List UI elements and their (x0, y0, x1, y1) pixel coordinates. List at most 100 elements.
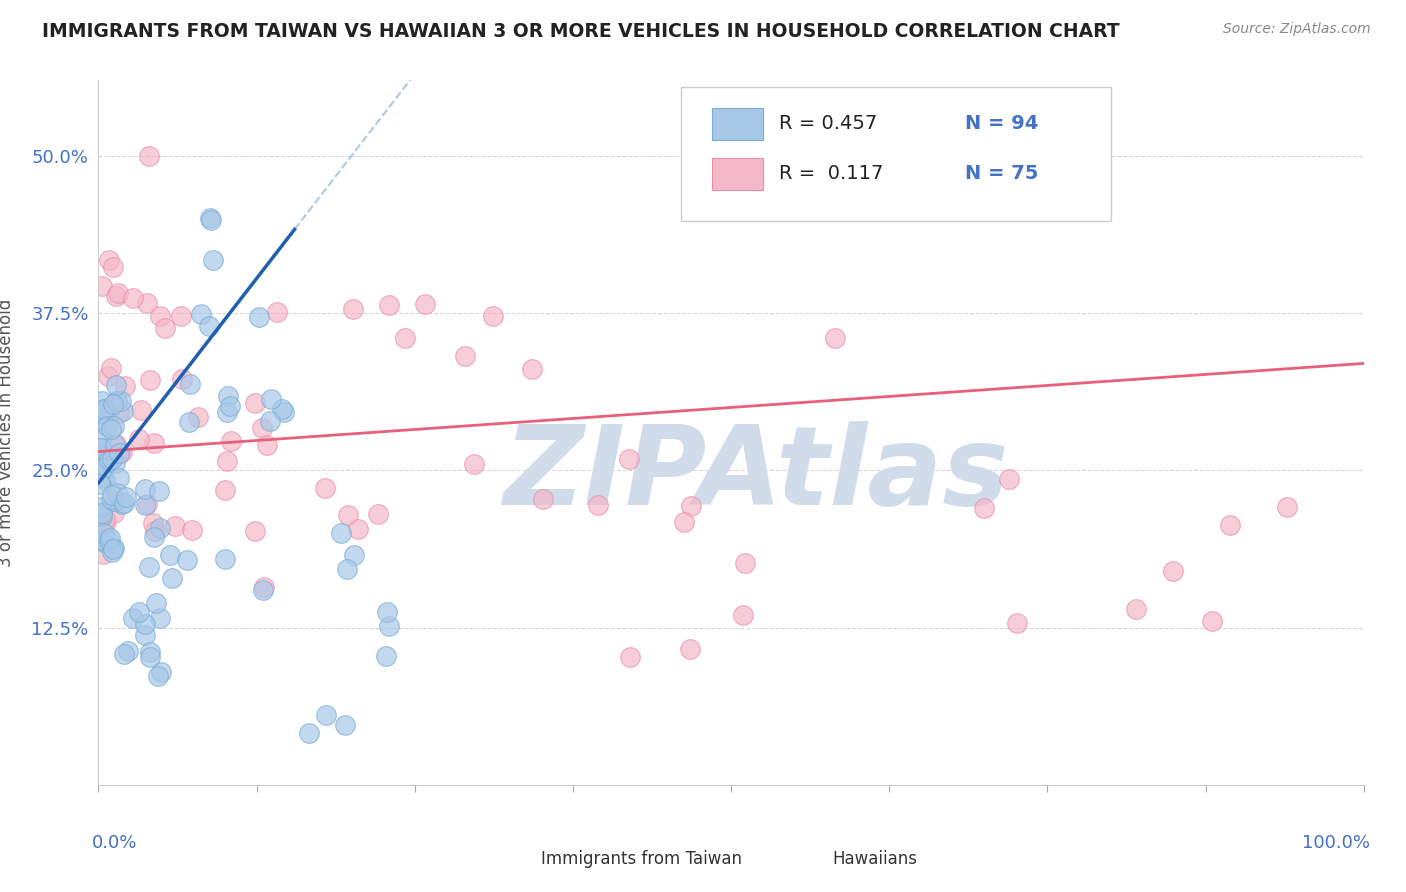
Point (91, 431, 114, 445)
Text: 100.0%: 100.0% (1302, 834, 1369, 852)
Point (481, 309, 503, 323)
Point (266, 305, 288, 319)
Bar (782, 850, 823, 870)
Point (149, 521, 172, 535)
Point (394, 331, 416, 345)
Point (101, 545, 124, 559)
Point (121, 611, 143, 625)
Point (176, 552, 198, 566)
Point (103, 397, 125, 411)
Point (187, 410, 209, 425)
Point (218, 399, 240, 413)
Point (367, 507, 389, 521)
Point (343, 548, 366, 562)
Point (103, 493, 125, 508)
Point (114, 379, 136, 393)
Point (298, 726, 321, 740)
Point (89, 408, 111, 422)
Point (104, 377, 127, 392)
Point (734, 556, 756, 570)
Point (93, 525, 115, 540)
Point (375, 605, 398, 619)
Point (346, 523, 368, 537)
Point (378, 619, 401, 633)
Point (1275, 500, 1298, 515)
Point (104, 437, 127, 451)
Point (1201, 615, 1223, 629)
FancyBboxPatch shape (681, 87, 1111, 221)
Y-axis label: 3 or more Vehicles in Household: 3 or more Vehicles in Household (0, 299, 14, 566)
Point (149, 309, 172, 323)
Point (91, 405, 114, 419)
Point (217, 405, 239, 419)
Text: N = 94: N = 94 (965, 114, 1039, 134)
Point (139, 645, 162, 659)
Bar (711, 158, 762, 189)
Point (90, 441, 112, 455)
Point (197, 319, 219, 334)
Point (329, 526, 352, 541)
Point (179, 376, 201, 391)
Point (90, 441, 112, 455)
Point (1007, 615, 1029, 630)
Point (91, 508, 114, 523)
Point (103, 541, 125, 556)
Point (155, 321, 177, 335)
Point (143, 524, 166, 538)
Point (108, 446, 131, 460)
Point (1125, 601, 1147, 615)
Text: R =  0.117: R = 0.117 (779, 164, 883, 183)
Point (105, 289, 128, 303)
Point (315, 481, 337, 495)
Point (260, 392, 283, 406)
Point (100, 492, 122, 507)
Point (111, 404, 134, 418)
Point (139, 374, 162, 388)
Text: Source: ZipAtlas.com: Source: ZipAtlas.com (1223, 22, 1371, 37)
Point (190, 307, 212, 321)
Point (134, 628, 156, 642)
Text: R = 0.457: R = 0.457 (779, 114, 877, 134)
Point (214, 483, 236, 497)
Point (256, 438, 278, 452)
Point (103, 507, 125, 521)
Point (103, 418, 125, 433)
Point (136, 295, 159, 310)
Point (586, 499, 609, 513)
Point (159, 548, 181, 562)
Point (97, 407, 120, 421)
Point (214, 552, 236, 566)
Point (679, 642, 702, 657)
Point (93, 535, 115, 549)
Point (215, 454, 238, 468)
Point (141, 516, 163, 531)
Point (110, 393, 132, 408)
Point (89, 446, 111, 460)
Point (142, 530, 165, 544)
Point (219, 434, 242, 448)
Point (138, 149, 160, 163)
Point (93, 402, 115, 417)
Text: Hawaiians: Hawaiians (832, 850, 917, 868)
Point (111, 497, 134, 511)
Point (90, 406, 112, 420)
Point (105, 394, 128, 409)
Point (93, 547, 115, 561)
Point (89, 449, 111, 463)
Point (679, 499, 702, 513)
Point (454, 350, 477, 364)
Point (335, 562, 357, 576)
Point (617, 452, 640, 467)
Point (105, 486, 128, 500)
Text: N = 75: N = 75 (965, 164, 1039, 183)
Point (252, 583, 274, 598)
Bar (491, 850, 531, 870)
Point (98, 533, 121, 548)
Point (115, 490, 138, 504)
Point (103, 542, 125, 557)
Point (413, 297, 436, 311)
Point (107, 285, 129, 300)
Point (104, 456, 127, 470)
Point (1161, 564, 1184, 578)
Point (90, 278, 112, 293)
